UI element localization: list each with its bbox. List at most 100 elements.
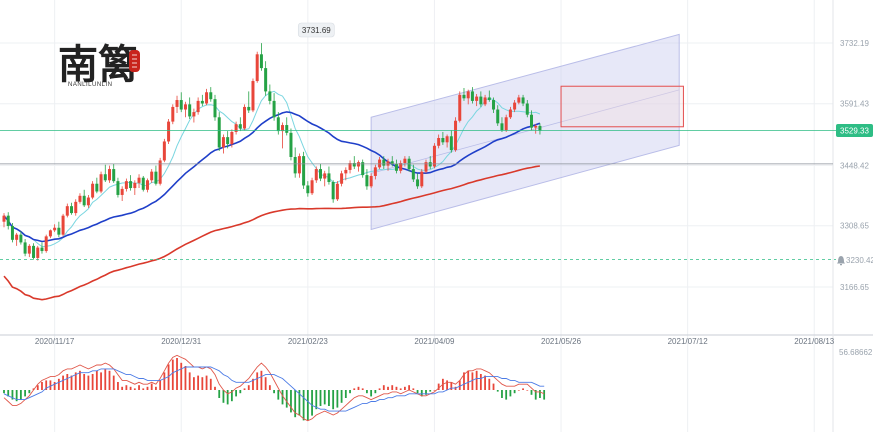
macd-bar — [11, 390, 14, 400]
candle-body — [154, 171, 158, 184]
x-tick-label: 2021/08/13 — [794, 337, 835, 346]
macd-bar — [513, 390, 516, 394]
box-rect — [560, 85, 684, 128]
macd-bar — [328, 390, 330, 406]
macd-bar — [104, 369, 107, 390]
candle-body — [420, 171, 424, 187]
macd-bar — [323, 390, 326, 405]
logo-title: 南篱 — [58, 41, 138, 88]
candle — [394, 159, 398, 174]
candle — [466, 89, 470, 105]
candle-body — [44, 236, 48, 252]
moving-averages — [3, 90, 541, 301]
candle — [411, 164, 415, 183]
candle — [141, 175, 145, 192]
candle — [479, 91, 483, 107]
logo-subtitle: NANLILUNLIN — [68, 82, 113, 88]
candle — [369, 173, 373, 189]
candle-body — [356, 162, 360, 167]
candle-body — [470, 91, 474, 101]
candle-body — [399, 163, 403, 171]
macd-bar — [133, 388, 136, 390]
macd-bar — [311, 390, 313, 416]
candle-body — [48, 230, 52, 237]
macd-bar — [66, 374, 69, 390]
macd-bar — [522, 388, 524, 390]
macd-bar — [193, 377, 195, 390]
candle-body — [369, 175, 373, 187]
macd-bar — [197, 375, 200, 390]
candle — [470, 87, 474, 104]
candle-body — [175, 100, 179, 107]
macd-bar — [15, 390, 18, 402]
candle-body — [238, 124, 242, 129]
macd-bar — [416, 390, 419, 394]
candle — [133, 180, 137, 195]
macd-bar — [268, 385, 271, 390]
candle-body — [167, 121, 171, 142]
candle-body — [504, 117, 508, 131]
macd-bar — [150, 383, 153, 390]
candle-body — [15, 234, 19, 240]
candle — [95, 177, 99, 194]
candle — [428, 156, 432, 170]
y-tick-label: 3166.65 — [840, 283, 869, 292]
macd-bar — [235, 390, 237, 397]
trend-channel[interactable] — [370, 33, 680, 231]
candle-body — [508, 109, 512, 118]
candle-body — [141, 177, 145, 190]
candle — [234, 121, 238, 135]
candle — [183, 101, 187, 118]
candle — [19, 231, 23, 245]
candle — [145, 178, 149, 193]
candle-body — [530, 114, 533, 128]
peak-label: 3731.69 — [297, 22, 335, 38]
candle — [112, 163, 116, 183]
candle — [205, 88, 209, 106]
macd-bar — [306, 390, 309, 421]
candle-body — [192, 112, 196, 117]
candle — [103, 164, 107, 183]
seal-icon — [129, 50, 140, 72]
macd-bar — [108, 370, 111, 390]
candle — [492, 97, 496, 113]
macd-bar — [222, 390, 225, 403]
candle-body — [323, 173, 327, 179]
macd-bar — [230, 390, 233, 402]
candle-body — [373, 167, 377, 176]
candle-body — [289, 132, 293, 157]
macd-dea-line — [3, 366, 545, 412]
macd-bar — [167, 364, 170, 390]
macd-bar — [117, 382, 119, 390]
macd-bar — [83, 374, 86, 390]
candle — [116, 177, 120, 198]
candle-body — [95, 183, 99, 192]
candle — [525, 100, 529, 118]
macd-bar — [36, 385, 39, 390]
candle — [445, 134, 449, 148]
macd-bar — [315, 390, 318, 410]
candle-body — [319, 169, 322, 179]
candle-body — [285, 125, 289, 133]
candle-body — [492, 100, 496, 110]
bell-icon[interactable] — [837, 256, 845, 266]
candle-body — [196, 100, 200, 113]
candle — [331, 180, 335, 203]
candle-body — [352, 163, 356, 167]
candle — [378, 156, 382, 170]
y-tick-label: 3591.43 — [840, 100, 869, 109]
candle — [335, 181, 339, 201]
candle — [40, 242, 44, 254]
candle-body — [276, 117, 280, 132]
macd-bar — [188, 372, 191, 390]
candle-body — [487, 97, 491, 101]
y-tick-label: 3732.19 — [840, 39, 869, 48]
consolidation-box[interactable] — [560, 85, 684, 128]
candle-body — [517, 97, 521, 103]
candle-body — [394, 163, 398, 171]
candle-body — [297, 156, 301, 174]
macd-bar — [184, 366, 187, 390]
candle — [432, 143, 436, 169]
alert-level-marker[interactable]: 3230.42 — [837, 256, 873, 266]
macd-bar — [214, 386, 216, 390]
